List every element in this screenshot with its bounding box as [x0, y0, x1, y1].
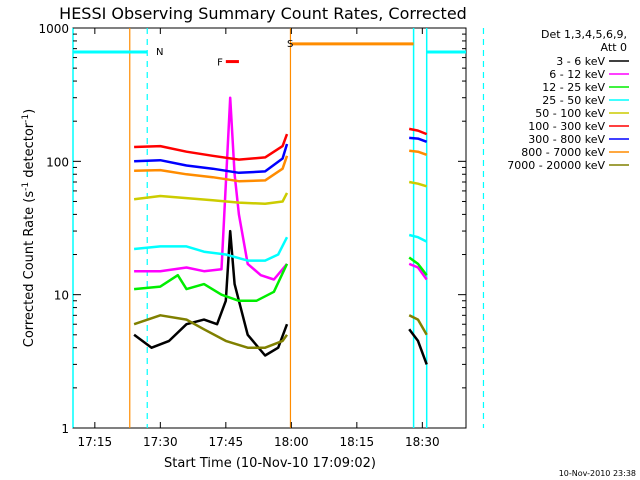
y-axis-label-suffix: ) — [22, 109, 37, 114]
legend-label-6: 300 - 800 keV — [528, 133, 605, 146]
legend-label-1: 6 - 12 keV — [549, 68, 605, 81]
series-7-segment-2 — [409, 149, 428, 156]
series-5 — [134, 127, 428, 161]
legend-header-line2: Att 0 — [601, 41, 627, 54]
legend-label-8: 7000 - 20000 keV — [507, 159, 605, 172]
series-6-segment-2 — [409, 136, 428, 143]
plot-area: N S F 17:15 17:30 17:45 18:00 18:15 18:301101… — [38, 22, 485, 449]
y-axis-label-mid: detector — [22, 122, 37, 182]
legend-label-2: 12 - 25 keV — [542, 81, 605, 94]
y-axis-label: Corrected Count Rate (s-1 detector-1) — [21, 109, 37, 347]
annotation-labels: N S F — [156, 39, 293, 69]
series-4-segment-1 — [133, 192, 289, 206]
series-2-segment-1 — [133, 263, 289, 303]
legend-label-5: 100 - 300 keV — [528, 120, 605, 133]
series-5-segment-2 — [408, 127, 428, 136]
series-1 — [134, 96, 428, 281]
series-8 — [133, 314, 428, 349]
y-axis-label-prefix: Corrected Count Rate (s — [22, 191, 37, 348]
x-tick-label-0: 17:15 — [78, 435, 113, 449]
plot-frame — [72, 27, 467, 429]
series-1-segment-1 — [134, 96, 288, 281]
y-tick-label-0: 1 — [61, 422, 69, 436]
chart-title: HESSI Observing Summary Count Rates, Cor… — [59, 4, 467, 23]
series-3-segment-2 — [408, 233, 428, 243]
saa-label: S — [287, 39, 293, 50]
y-tick-label-2: 100 — [46, 155, 69, 169]
x-tick-label-5: 18:30 — [405, 435, 440, 449]
legend-label-3: 25 - 50 keV — [542, 94, 605, 107]
series-7 — [134, 149, 428, 183]
series-2-segment-2 — [408, 256, 428, 276]
series-8-segment-2 — [408, 314, 428, 336]
series-0-segment-1 — [133, 229, 289, 357]
series-layer — [133, 96, 428, 365]
legend-label-0: 3 - 6 keV — [556, 55, 605, 68]
series-8-segment-1 — [133, 314, 289, 349]
y-axis-label-sup1: -1 — [21, 182, 31, 191]
series-4-segment-2 — [408, 180, 428, 188]
legend-label-7: 800 - 7000 keV — [521, 146, 605, 159]
footer-date: 10-Nov-2010 23:38 — [559, 469, 636, 478]
night-label: N — [156, 47, 163, 58]
series-2 — [133, 256, 428, 303]
x-axis-label: Start Time (10-Nov-10 17:09:02) — [164, 456, 376, 471]
flare-label: F — [217, 58, 223, 69]
y-tick-label-3: 1000 — [38, 22, 69, 36]
x-tick-label-3: 18:00 — [274, 435, 309, 449]
series-5-segment-1 — [134, 133, 289, 161]
x-tick-label-2: 17:45 — [209, 435, 244, 449]
y-axis-label-sup2: -1 — [21, 114, 31, 123]
series-6 — [134, 136, 428, 175]
series-7-segment-1 — [134, 155, 289, 183]
legend-header-line1: Det 1,3,4,5,6,9, — [541, 28, 627, 41]
axes-layer: 17:15 17:30 17:45 18:00 18:15 18:30 1 10 100 1000 — [38, 22, 466, 449]
y-tick-label-1: 10 — [54, 289, 69, 303]
series-3 — [133, 233, 428, 262]
series-6-segment-1 — [134, 143, 289, 175]
series-4 — [133, 180, 428, 206]
x-tick-label-4: 18:15 — [340, 435, 375, 449]
series-0 — [133, 229, 428, 365]
annotations-layer — [72, 28, 485, 428]
series-0-segment-2 — [408, 328, 428, 365]
x-tick-label-1: 17:30 — [143, 435, 178, 449]
series-3-segment-1 — [133, 236, 289, 262]
series-1-segment-2 — [408, 262, 428, 281]
legend-label-4: 50 - 100 keV — [535, 107, 605, 120]
